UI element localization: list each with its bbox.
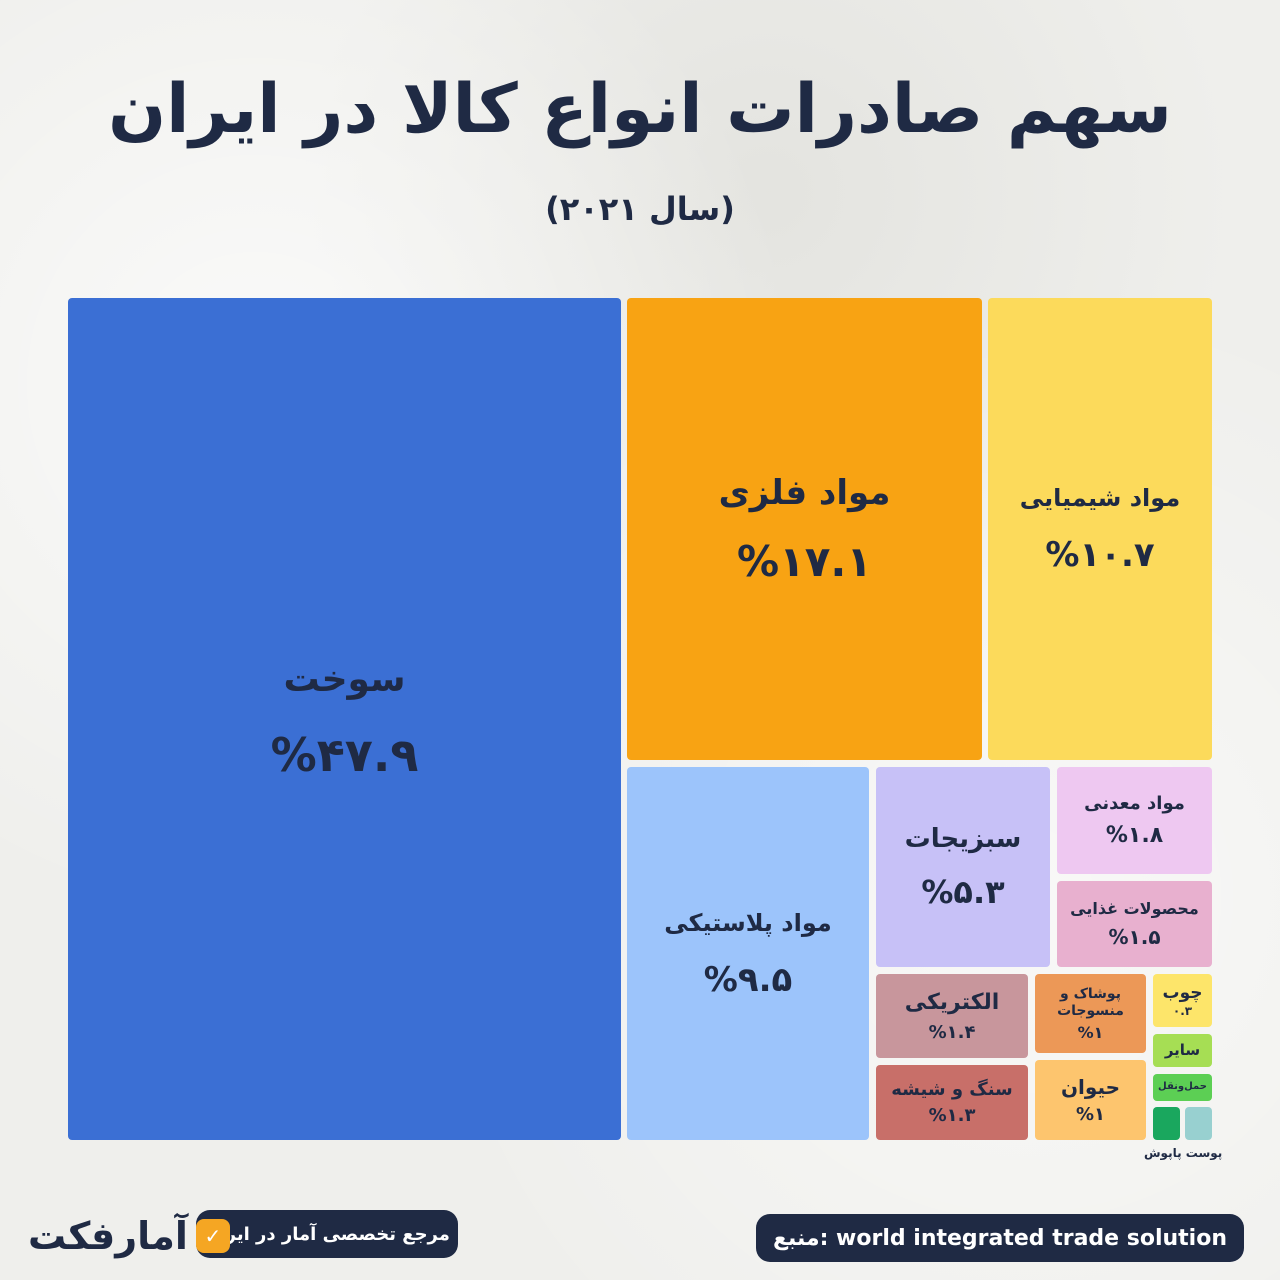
tile-value-food-products: %۱.۵ [1108,925,1161,949]
tile-label-chemicals: مواد شیمیایی [1019,484,1181,512]
treemap-tile-metals: مواد فلزی %۱۷.۱ [627,298,982,760]
tile-value-metals: %۱۷.۱ [737,536,872,586]
chart-title: سهم صادرات انواع کالا در ایران [108,70,1172,149]
treemap-tile-animal: حیوان %۱ [1035,1060,1146,1140]
tile-label-other: سایر [1164,1041,1201,1060]
tagline-text: مرجع تخصصی آمار در ایران [204,1223,450,1245]
treemap-tile-chemicals: مواد شیمیایی %۱۰.۷ [988,298,1212,760]
brand-logo: ✓ آمارفکت [28,1208,230,1264]
treemap-tile-fuel: سوخت %۴۷.۹ [68,298,621,1140]
tile-label-electrical: الکتریکی [904,989,1000,1015]
treemap-note-label: پوست پاپوش [1144,1146,1223,1160]
treemap-tile-textiles: پوشاک و منسوجات %۱ [1035,974,1146,1053]
tile-label-textiles: پوشاک و منسوجات [1057,985,1124,1020]
treemap-tile-stone-glass: سنگ و شیشه %۱.۳ [876,1065,1028,1140]
brand-logo-icon: ✓ [195,1219,230,1253]
tagline-badge: مرجع تخصصی آمار در ایران [196,1210,458,1258]
tile-label-wood: چوب [1162,982,1203,1003]
brand-logo-text: آمارفکت [28,1214,188,1258]
tile-label-minerals: مواد معدنی [1084,792,1185,814]
tile-value-vegetables: %۵.۳ [921,873,1005,912]
source-badge: منبع: world integrated trade solution [756,1214,1244,1262]
treemap-tile-other: سایر [1153,1034,1212,1067]
tile-label-plastics: مواد پلاستیکی [664,908,832,937]
treemap-tile-vegetables: سبزیجات %۵.۳ [876,767,1050,967]
tile-value-chemicals: %۱۰.۷ [1045,535,1155,575]
tile-value-plastics: %۹.۵ [703,959,793,1000]
chart-subtitle: (سال ۲۰۲۱) [545,190,735,228]
tile-label-vegetables: سبزیجات [904,823,1022,854]
tile-value-electrical: %۱.۴ [928,1022,976,1044]
treemap-tile-plastics: مواد پلاستیکی %۹.۵ [627,767,869,1140]
tile-value-animal: %۱ [1075,1104,1106,1125]
treemap-tile-wood: چوب ۰.۳ [1153,974,1212,1027]
treemap-tile-food-products: محصولات غذایی %۱.۵ [1057,881,1212,967]
tile-label-fuel: سوخت [283,658,406,700]
treemap-tile-minerals: مواد معدنی %۱.۸ [1057,767,1212,874]
treemap-tile-electrical: الکتریکی %۱.۴ [876,974,1028,1058]
tile-label-transport: حمل‌ونقل [1158,1081,1207,1093]
tile-value-minerals: %۱.۸ [1105,823,1164,849]
source-text: منبع: world integrated trade solution [772,1225,1228,1251]
tile-value-stone-glass: %۱.۳ [928,1105,976,1127]
treemap-tile-small-green [1153,1107,1180,1140]
tile-label-food-products: محصولات غذایی [1070,899,1199,918]
tile-value-textiles: %۱ [1077,1022,1104,1042]
tile-value-wood: ۰.۳ [1172,1004,1193,1019]
treemap-tile-small-teal [1185,1107,1212,1140]
tile-label-animal: حیوان [1060,1075,1121,1099]
treemap-tile-transport: حمل‌ونقل [1153,1074,1212,1101]
tile-label-stone-glass: سنگ و شیشه [891,1078,1013,1100]
tile-value-fuel: %۴۷.۹ [270,727,419,782]
tile-label-metals: مواد فلزی [718,473,891,514]
